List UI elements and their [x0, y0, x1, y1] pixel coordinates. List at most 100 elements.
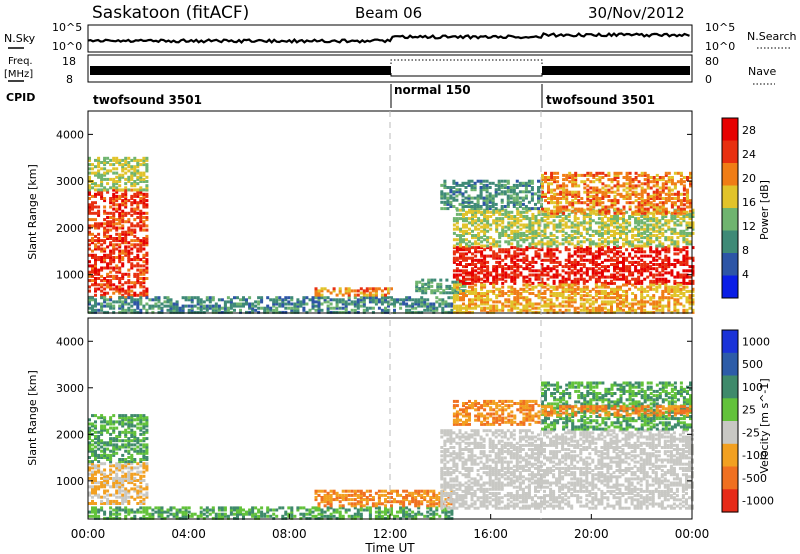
- heatmap-cell: [679, 289, 683, 293]
- heatmap-cell: [94, 420, 97, 424]
- heatmap-cell: [468, 246, 471, 250]
- heatmap-cell: [691, 287, 695, 291]
- heatmap-cell: [592, 209, 596, 213]
- heatmap-cell: [688, 265, 692, 269]
- heatmap-cell: [127, 177, 131, 181]
- heatmap-cell: [415, 284, 419, 288]
- heatmap-cell: [522, 234, 526, 237]
- heatmap-cell: [121, 453, 125, 457]
- heatmap-cell: [94, 304, 97, 308]
- heatmap-cell: [133, 274, 137, 278]
- heatmap-cell: [670, 192, 674, 196]
- heatmap-cell: [94, 485, 97, 489]
- heatmap-cell: [682, 308, 686, 312]
- heatmap-cell: [133, 180, 137, 183]
- heatmap-cell: [470, 186, 474, 189]
- heatmap-cell: [236, 304, 239, 308]
- heatmap-cell: [109, 228, 113, 232]
- heatmap-cell: [613, 238, 616, 242]
- heatmap-cell: [275, 308, 279, 312]
- heatmap-cell: [682, 256, 686, 260]
- heatmap-cell: [196, 306, 200, 310]
- heatmap-cell: [139, 249, 143, 253]
- heatmap-cell: [226, 296, 230, 300]
- heatmap-cell: [103, 453, 107, 457]
- heatmap-cell: [88, 186, 91, 190]
- heatmap-cell: [622, 265, 625, 269]
- heatmap-cell: [582, 219, 586, 223]
- heatmap-cell: [603, 238, 607, 242]
- heatmap-cell: [658, 201, 662, 205]
- heatmap-cell: [112, 470, 116, 474]
- heatmap-cell: [561, 300, 565, 304]
- heatmap-cell: [284, 302, 288, 306]
- heatmap-cell: [474, 234, 478, 237]
- heatmap-cell: [586, 197, 590, 200]
- heatmap-cell: [459, 263, 462, 266]
- heatmap-cell: [543, 281, 547, 285]
- heatmap-cell: [525, 267, 529, 271]
- heatmap-cell: [474, 212, 478, 216]
- heatmap-cell: [278, 302, 282, 306]
- heatmap-cell: [603, 221, 607, 225]
- heatmap-cell: [94, 472, 97, 476]
- heatmap-cell: [320, 287, 324, 291]
- heatmap-cell: [649, 205, 653, 209]
- heatmap-cell: [479, 196, 483, 200]
- heatmap-cell: [619, 254, 622, 258]
- heatmap-cell: [510, 221, 514, 225]
- heatmap-cell: [501, 219, 505, 223]
- heatmap-cell: [600, 240, 604, 244]
- heatmap-cell: [649, 223, 653, 227]
- heatmap-cell: [597, 246, 601, 250]
- heatmap-cell: [543, 269, 547, 273]
- heatmap-cell: [124, 201, 128, 205]
- heatmap-cell: [561, 234, 565, 237]
- heatmap-cell: [573, 308, 577, 312]
- heatmap-cell: [452, 258, 456, 262]
- heatmap-cell: [127, 226, 131, 230]
- heatmap-cell: [522, 287, 526, 291]
- heatmap-cell: [604, 192, 608, 196]
- heatmap-cell: [640, 248, 644, 252]
- heatmap-cell: [257, 302, 261, 306]
- heatmap-cell: [649, 197, 653, 200]
- heatmap-cell: [356, 289, 360, 293]
- heatmap-cell: [655, 285, 659, 289]
- heatmap-cell: [474, 221, 478, 225]
- heatmap-cell: [549, 285, 553, 289]
- heatmap-cell: [649, 254, 653, 258]
- heatmap-cell: [670, 263, 674, 266]
- heatmap-cell: [606, 236, 610, 240]
- heatmap-cell: [94, 310, 97, 314]
- heatmap-cell: [451, 289, 455, 293]
- heatmap-cell: [88, 253, 91, 257]
- heatmap-cell: [561, 292, 565, 295]
- heatmap-cell: [175, 302, 179, 306]
- heatmap-cell: [106, 310, 110, 314]
- heatmap-cell: [495, 219, 499, 223]
- heatmap-cell: [97, 239, 101, 243]
- cpid-segment-1: twofsound 3501: [93, 93, 202, 107]
- heatmap-cell: [501, 258, 505, 262]
- heatmap-cell: [429, 304, 433, 308]
- heatmap-cell: [480, 252, 484, 256]
- heatmap-cell: [362, 296, 366, 300]
- heatmap-cell: [595, 201, 599, 205]
- heatmap-cell: [124, 220, 128, 224]
- heatmap-cell: [124, 230, 128, 234]
- heatmap-cell: [100, 247, 104, 251]
- heatmap-cell: [686, 205, 689, 209]
- heatmap-cell: [634, 269, 638, 273]
- heatmap-cell: [486, 223, 490, 227]
- heatmap-cell: [555, 271, 559, 275]
- heatmap-cell: [465, 238, 468, 242]
- heatmap-cell: [479, 194, 483, 198]
- heatmap-cell: [142, 156, 146, 160]
- heatmap-cell: [100, 249, 104, 253]
- heatmap-cell: [646, 180, 650, 184]
- heatmap-cell: [579, 231, 583, 235]
- heatmap-cell: [521, 196, 525, 200]
- heatmap-cell: [112, 192, 116, 196]
